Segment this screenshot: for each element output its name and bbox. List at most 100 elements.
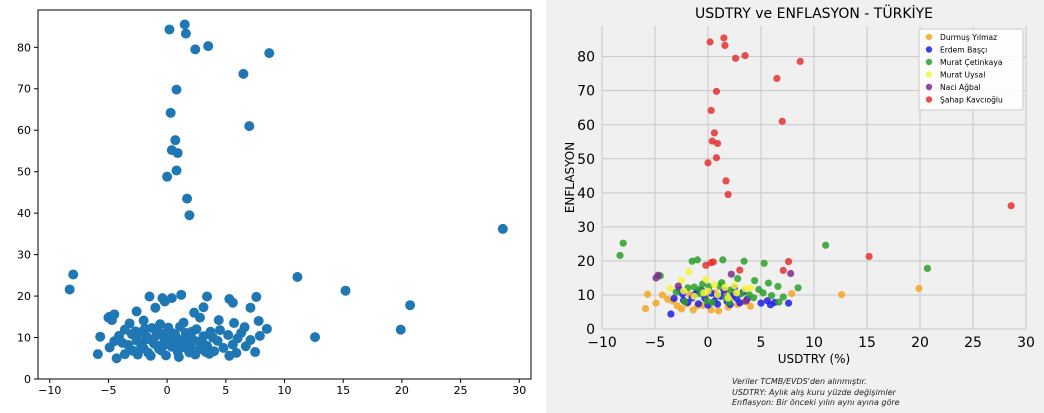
data-point xyxy=(724,190,732,199)
x-tick-label: −10 xyxy=(38,384,61,397)
data-point xyxy=(865,252,873,261)
series-3 xyxy=(666,268,754,302)
data-point xyxy=(194,312,205,323)
data-point xyxy=(111,353,122,364)
x-tick-label: 5 xyxy=(222,384,229,397)
data-point xyxy=(117,337,128,348)
note-line-2: USDTRY: Aylık alış kuru yüzde değişimler xyxy=(732,387,896,397)
x-tick-label: 10 xyxy=(805,335,823,351)
y-tick-label: 50 xyxy=(17,166,31,179)
data-point xyxy=(176,289,187,300)
data-point xyxy=(200,347,211,358)
data-point xyxy=(171,84,182,95)
series-5 xyxy=(702,34,1015,275)
y-tick-label: 0 xyxy=(24,373,31,386)
data-point xyxy=(106,315,117,326)
data-point xyxy=(760,259,768,267)
data-point xyxy=(784,257,793,266)
data-point xyxy=(232,333,243,344)
data-point xyxy=(250,347,261,358)
x-tick-label: 10 xyxy=(278,384,292,397)
y-axis-label: ENFLASYON xyxy=(563,142,577,213)
x-tick-label: 20 xyxy=(395,384,409,397)
data-point xyxy=(755,285,763,294)
data-point xyxy=(182,193,193,204)
data-point xyxy=(119,349,130,360)
data-point xyxy=(733,289,741,297)
data-point xyxy=(190,44,201,55)
x-tick-label: 15 xyxy=(336,384,350,397)
data-point xyxy=(720,34,728,42)
data-point xyxy=(702,275,710,283)
data-point xyxy=(727,270,735,278)
data-point xyxy=(751,277,759,285)
data-point xyxy=(224,350,235,361)
data-point xyxy=(680,287,688,295)
data-point xyxy=(742,297,750,305)
data-point xyxy=(144,291,155,302)
data-point xyxy=(193,336,204,347)
x-tick-label: −5 xyxy=(645,335,666,351)
data-point xyxy=(707,106,715,115)
data-point xyxy=(658,291,667,299)
data-point xyxy=(721,41,729,50)
data-point xyxy=(712,87,721,95)
data-point xyxy=(1007,202,1015,210)
data-point xyxy=(690,292,698,300)
note-line-1: Veriler TCMB/EVDS'den alınmıştır. xyxy=(732,377,867,387)
data-point xyxy=(779,266,787,275)
data-point xyxy=(138,315,149,326)
data-point xyxy=(162,171,173,182)
data-point xyxy=(757,299,765,307)
data-point xyxy=(745,291,753,299)
x-tick-label: 25 xyxy=(454,384,468,397)
data-point xyxy=(264,48,275,59)
x-tick-label: 0 xyxy=(704,335,713,351)
data-point xyxy=(245,302,256,313)
x-tick-label: −10 xyxy=(587,335,617,351)
data-point xyxy=(130,326,141,337)
data-point xyxy=(405,300,416,311)
data-point xyxy=(185,341,196,352)
y-tick-label: 30 xyxy=(577,220,595,236)
data-point xyxy=(704,159,712,167)
legend-marker xyxy=(925,46,933,53)
data-point xyxy=(713,291,722,299)
data-point xyxy=(254,330,265,341)
x-tick-label: 0 xyxy=(164,384,171,397)
y-tick-label: 60 xyxy=(577,118,595,134)
data-point xyxy=(140,334,151,345)
data-point xyxy=(253,315,264,326)
data-point xyxy=(164,24,175,35)
data-point xyxy=(131,306,142,317)
y-tick-label: 80 xyxy=(17,41,31,54)
legend-marker xyxy=(925,58,933,66)
y-tick-label: 10 xyxy=(17,331,31,344)
data-point xyxy=(915,284,923,293)
data-point xyxy=(666,284,674,293)
data-point xyxy=(774,282,782,291)
data-point xyxy=(721,283,729,292)
data-point xyxy=(179,19,190,30)
data-point xyxy=(202,291,213,302)
legend-entry: Murat Uysal xyxy=(940,70,985,79)
data-point xyxy=(712,154,721,162)
data-point xyxy=(837,291,846,299)
data-point xyxy=(244,121,255,132)
data-point xyxy=(693,256,701,264)
legend-entry: Durmuş Yılmaz xyxy=(940,33,997,42)
data-point xyxy=(170,135,181,146)
data-point xyxy=(207,332,218,343)
data-point xyxy=(157,339,168,350)
data-point xyxy=(176,342,187,353)
data-point xyxy=(245,335,256,346)
data-point xyxy=(654,271,662,279)
data-point xyxy=(395,324,406,335)
data-point xyxy=(796,57,804,66)
data-point xyxy=(730,282,739,290)
x-tick-label: 30 xyxy=(1017,335,1035,351)
data-point xyxy=(741,52,749,60)
y-tick-label: 60 xyxy=(17,124,31,137)
data-point xyxy=(223,330,234,341)
data-point xyxy=(150,302,161,313)
